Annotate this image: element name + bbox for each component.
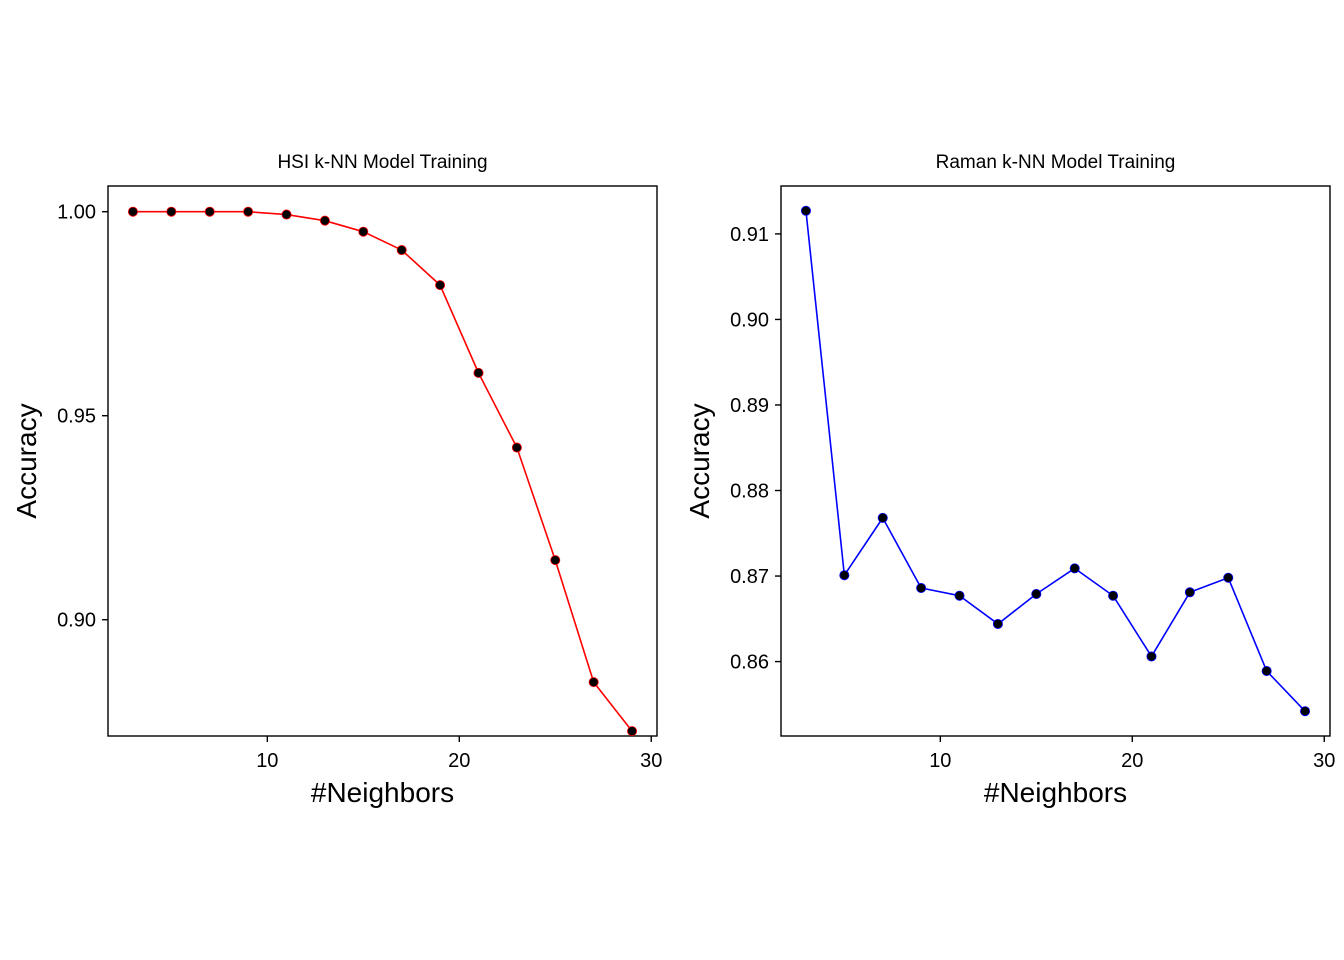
panel-1-data-point xyxy=(204,206,215,217)
panel-2-data-point xyxy=(1261,665,1272,676)
panel-2-data-point xyxy=(1108,590,1119,601)
panel-1-data-point xyxy=(627,726,638,737)
panel-1-y-tick-label: 1.00 xyxy=(57,202,96,224)
panel-2-data-point xyxy=(1184,587,1195,598)
panel-1-x-axis-label: #Neighbors xyxy=(311,777,454,808)
panel-2-data-point xyxy=(1223,572,1234,583)
panel-1-data-point xyxy=(396,245,407,256)
panel-1-plot-frame xyxy=(107,185,658,737)
panel-1-data-point xyxy=(127,206,138,217)
panel-2-x-tick-label: 30 xyxy=(1313,750,1335,772)
panel-1-data-point xyxy=(588,677,599,688)
panel-2-y-tick-label: 0.87 xyxy=(730,566,769,588)
panel-1-data-point xyxy=(319,215,330,226)
panel-2-data-point xyxy=(1031,589,1042,600)
panel-1-x-tick-label: 10 xyxy=(256,750,278,772)
panel-2-y-axis-label: Accuracy xyxy=(684,403,715,518)
panel-2-data-point xyxy=(1146,651,1157,662)
panel-1-data-point xyxy=(511,442,522,453)
panel-2-data-point xyxy=(800,205,811,216)
panel-1-y-tick-label: 0.95 xyxy=(57,406,96,428)
panel-2-data-point xyxy=(954,590,965,601)
panel-1-title: HSI k-NN Model Training xyxy=(277,152,487,173)
panel-1-data-point xyxy=(435,280,446,291)
panel-1-data-point xyxy=(473,367,484,378)
panel-1-data-point xyxy=(281,209,292,220)
panel-1-x-tick-label: 30 xyxy=(640,750,662,772)
panel-2-data-point xyxy=(916,583,927,594)
panel-2-plot-frame xyxy=(780,185,1331,737)
panel-2-data-point xyxy=(839,570,850,581)
panel-2-data-point xyxy=(877,512,888,523)
panel-2-y-tick-label: 0.86 xyxy=(730,652,769,674)
panel-2-y-tick-label: 0.90 xyxy=(730,309,769,331)
panel-1-y-axis-label: Accuracy xyxy=(11,403,42,518)
panel-2-x-axis-label: #Neighbors xyxy=(984,777,1127,808)
panel-2-y-tick-label: 0.89 xyxy=(730,395,769,417)
panel-2-y-tick-label: 0.91 xyxy=(730,224,769,246)
panel-1-data-point xyxy=(550,555,561,566)
panel-2-data-point xyxy=(1300,706,1311,717)
panel-1-data-point xyxy=(358,226,369,237)
panel-1-x-tick-label: 20 xyxy=(448,750,470,772)
panel-2-x-tick-label: 20 xyxy=(1121,750,1143,772)
panel-1-data-point xyxy=(243,206,254,217)
panel-2-y-tick-label: 0.88 xyxy=(730,481,769,503)
panel-2-x-tick-label: 10 xyxy=(929,750,951,772)
panel-1-data-point xyxy=(166,206,177,217)
panel-2-title: Raman k-NN Model Training xyxy=(936,152,1176,173)
panel-2-data-point xyxy=(1069,563,1080,574)
panel-2-data-point xyxy=(992,618,1003,629)
panel-1-series-line xyxy=(132,210,633,732)
panel-1-y-tick-label: 0.90 xyxy=(57,610,96,632)
panel-2-series-line xyxy=(805,210,1306,712)
